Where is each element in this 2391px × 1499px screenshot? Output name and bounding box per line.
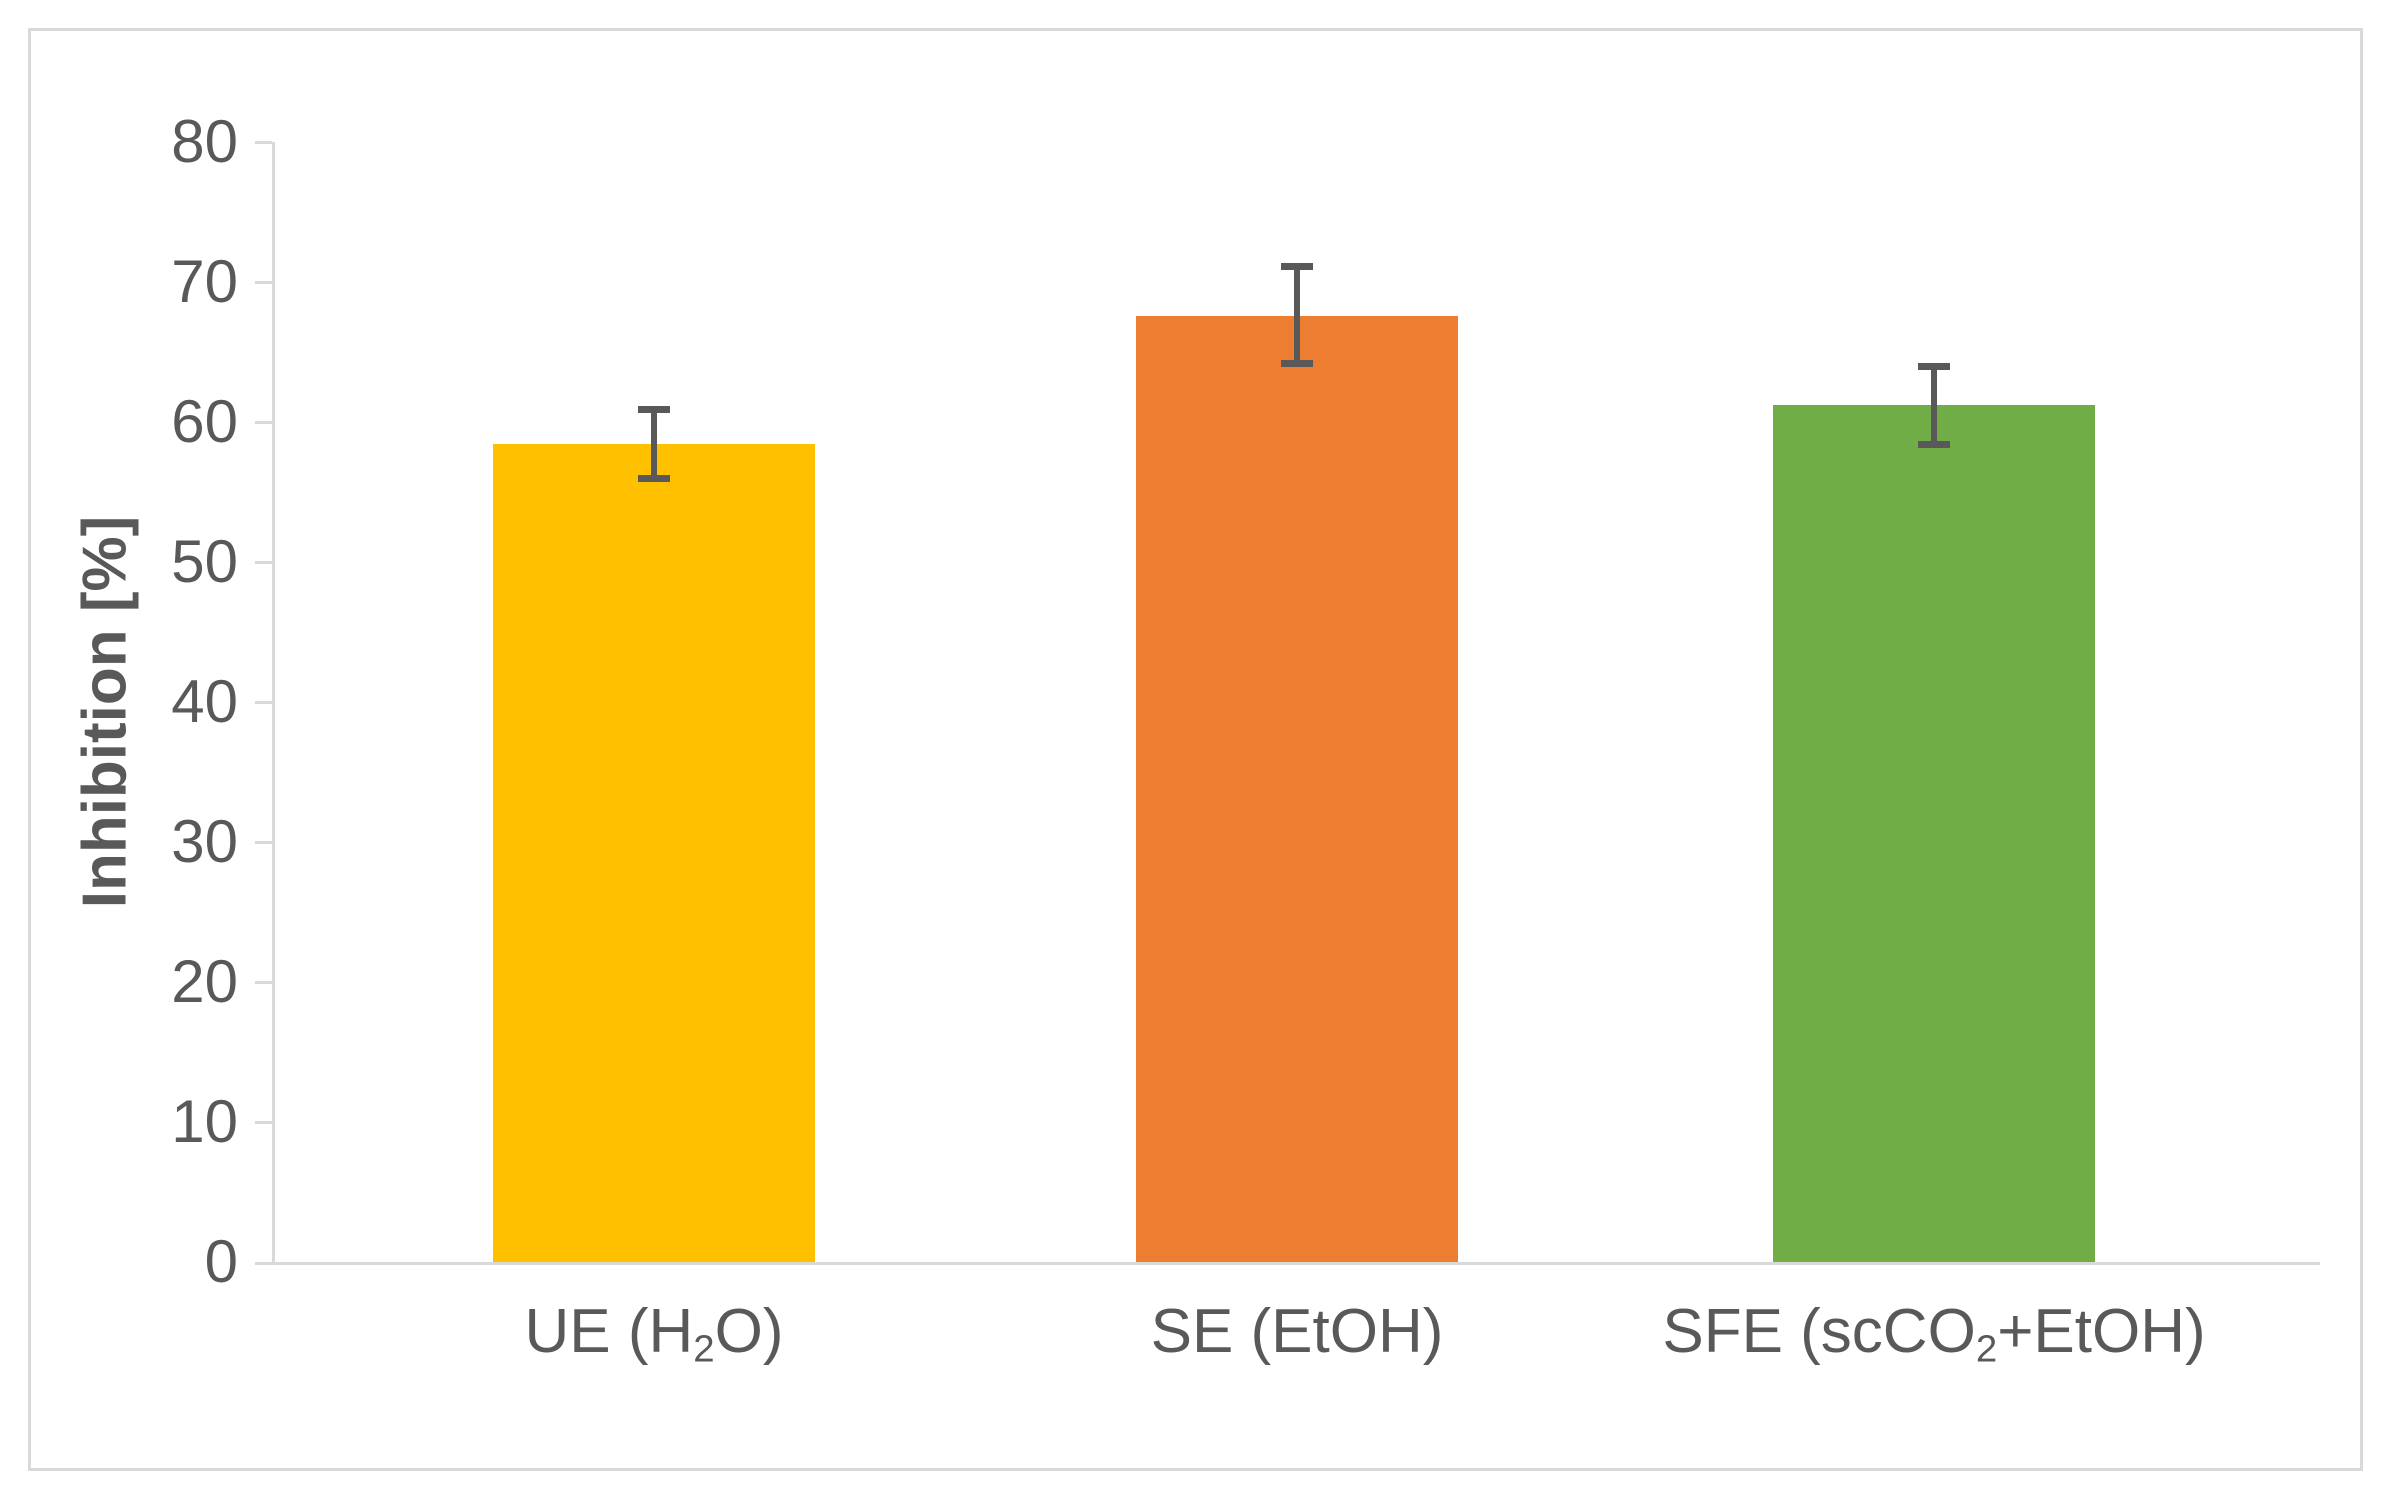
bar-se-etoh bbox=[1136, 315, 1458, 1262]
y-tick-label-50: 50 bbox=[171, 528, 238, 595]
error-bar-stem-sfe-scco-etoh bbox=[1931, 366, 1937, 445]
error-bar-stem-ue-h-o bbox=[651, 409, 657, 478]
y-tick-mark-70 bbox=[255, 281, 272, 284]
y-tick-label-20: 20 bbox=[171, 948, 238, 1015]
y-tick-label-0: 0 bbox=[204, 1228, 238, 1295]
error-bar-top-cap-ue-h-o bbox=[638, 405, 670, 413]
y-tick-mark-40 bbox=[255, 701, 272, 704]
x-category-label-se-etoh: SE (EtOH) bbox=[1150, 1297, 1444, 1366]
y-tick-mark-10 bbox=[255, 1121, 272, 1124]
y-tick-label-70: 70 bbox=[171, 248, 238, 315]
y-tick-label-80: 80 bbox=[171, 108, 238, 175]
y-tick-mark-20 bbox=[255, 981, 272, 984]
subscript: 2 bbox=[1975, 1327, 1998, 1371]
error-bar-bottom-cap-sfe-scco-etoh bbox=[1918, 440, 1950, 448]
y-tick-mark-30 bbox=[255, 841, 272, 844]
error-bar-stem-se-etoh bbox=[1294, 266, 1300, 364]
x-category-label-ue-h-o: UE (H2O) bbox=[524, 1297, 784, 1371]
error-bar-bottom-cap-ue-h-o bbox=[638, 474, 670, 482]
x-category-label-sfe-scco-etoh: SFE (scCO2+EtOH) bbox=[1662, 1297, 2206, 1371]
bar-ue-h-o bbox=[493, 444, 815, 1262]
y-tick-label-40: 40 bbox=[171, 668, 238, 735]
y-tick-label-30: 30 bbox=[171, 808, 238, 875]
error-bar-top-cap-se-etoh bbox=[1281, 263, 1313, 271]
y-tick-mark-80 bbox=[255, 141, 272, 144]
y-tick-mark-60 bbox=[255, 421, 272, 424]
bar-sfe-scco-etoh bbox=[1773, 405, 2095, 1262]
error-bar-top-cap-sfe-scco-etoh bbox=[1918, 362, 1950, 370]
y-tick-label-10: 10 bbox=[171, 1088, 238, 1155]
error-bar-bottom-cap-se-etoh bbox=[1281, 359, 1313, 367]
x-axis-line bbox=[255, 1262, 2320, 1265]
y-axis-line bbox=[272, 142, 275, 1262]
y-tick-label-60: 60 bbox=[171, 388, 238, 455]
y-tick-mark-50 bbox=[255, 561, 272, 564]
subscript: 2 bbox=[693, 1327, 715, 1371]
